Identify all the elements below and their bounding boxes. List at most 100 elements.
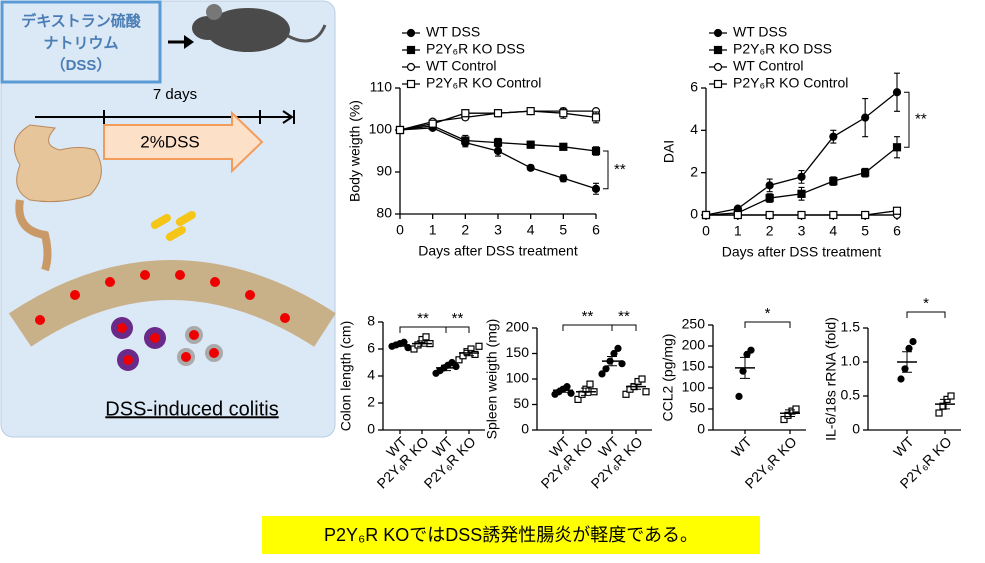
data-point — [792, 405, 800, 413]
y-tick-label: 2 — [367, 394, 375, 410]
data-point — [410, 345, 418, 353]
legend-label: WT Control — [733, 58, 804, 74]
y-tick-label: 6 — [367, 340, 375, 356]
data-point — [471, 350, 479, 358]
reagent-text: （DSS） — [51, 56, 112, 74]
data-point — [526, 163, 535, 172]
data-point — [461, 136, 470, 145]
data-point — [829, 177, 838, 186]
sig-label: ** — [618, 308, 630, 325]
result-label: DSS-induced colitis — [105, 398, 278, 420]
data-point — [892, 206, 902, 215]
caption-box — [262, 516, 760, 554]
y-tick-label: 110 — [370, 79, 393, 95]
x-tick-label: 5 — [861, 223, 869, 239]
duration-label: 7 days — [153, 86, 197, 103]
data-point — [428, 119, 437, 128]
sig-bracket — [611, 324, 637, 331]
data-point — [414, 341, 422, 349]
data-point — [493, 146, 503, 156]
legend-label: WT DSS — [426, 24, 480, 40]
legend-marker — [713, 62, 723, 72]
bacteria — [150, 211, 196, 241]
y-axis-label: Colon length (cm) — [338, 321, 354, 432]
data-point — [574, 395, 582, 403]
legend-label: P2Y₆R KO DSS — [733, 41, 832, 57]
data-point — [493, 138, 503, 147]
y-tick-label: 0 — [521, 421, 529, 437]
y-tick-label: 250 — [682, 316, 706, 332]
legend-label: WT DSS — [733, 24, 787, 40]
sig-label: * — [923, 295, 929, 312]
legend-marker — [406, 79, 416, 89]
error-bar — [441, 364, 451, 372]
caption: P2Y₆R KOではDSS誘発性腸炎が軽度である。 — [324, 525, 698, 545]
y-tick-label: 100 — [369, 121, 393, 137]
data-point — [591, 184, 601, 193]
sig-bracket — [603, 150, 609, 190]
data-point — [455, 356, 463, 364]
sig-label: ** — [417, 310, 429, 327]
sig-bracket — [562, 324, 613, 331]
y-tick-label: 8 — [367, 313, 375, 329]
y-tick-label: 1.0 — [841, 353, 861, 369]
legend-marker — [406, 45, 416, 55]
sig-bracket — [445, 326, 470, 333]
data-point — [526, 140, 535, 149]
timeline-arrow — [282, 110, 294, 124]
legend-marker — [406, 28, 416, 38]
data-point — [747, 346, 755, 354]
data-point — [701, 210, 711, 220]
error-bar — [607, 356, 617, 367]
y-tick-label: 0 — [697, 421, 705, 437]
data-point — [598, 370, 606, 378]
x-tick-label: 1 — [429, 222, 437, 238]
y-tick-label: 150 — [682, 358, 706, 374]
x-tick-label: 2 — [461, 222, 469, 238]
timeline-ticks — [103, 110, 295, 124]
data-point — [780, 415, 788, 424]
y-tick-label: 150 — [506, 344, 530, 360]
y-tick-label: 4 — [367, 367, 375, 383]
data-point — [467, 345, 475, 353]
treatment-label: 2%DSS — [140, 132, 200, 151]
data-point — [861, 168, 870, 177]
error-bar — [464, 349, 474, 357]
error-bar — [902, 351, 912, 373]
y-tick-label: 100 — [682, 379, 706, 395]
error-bar — [631, 383, 641, 390]
error-bar — [740, 356, 750, 379]
legend-label: P2Y₆R KO DSS — [426, 41, 525, 57]
data-point — [905, 344, 913, 352]
data-point — [526, 106, 535, 116]
legend-marker — [406, 62, 416, 72]
data-point — [909, 338, 917, 346]
data-point — [422, 333, 430, 341]
y-axis-label: IL-6/18s rRNA (fold) — [823, 317, 839, 441]
y-tick-label: 100 — [506, 370, 530, 386]
x-tick-label: 4 — [829, 223, 837, 239]
y-tick-label: 2 — [690, 163, 698, 179]
legend-label: WT Control — [426, 58, 497, 74]
data-point — [765, 210, 774, 220]
x-tick-label: 6 — [592, 222, 600, 238]
data-point — [861, 210, 870, 220]
data-point — [892, 88, 902, 97]
data-point — [765, 181, 774, 190]
sig-label: ** — [582, 308, 594, 325]
data-point — [475, 342, 483, 350]
x-tick-label: 6 — [893, 223, 901, 239]
sig-bracket — [904, 91, 910, 148]
sig-label: ** — [452, 310, 464, 327]
data-point — [861, 113, 870, 122]
sig-bracket — [399, 326, 447, 333]
error-bar — [581, 387, 591, 396]
data-point — [797, 189, 806, 198]
x-tick-label: 5 — [559, 222, 567, 238]
arrow-head — [184, 35, 194, 49]
epithelium — [8, 260, 336, 347]
error-bar — [940, 398, 950, 410]
data-point — [638, 375, 646, 383]
data-point — [586, 380, 594, 388]
